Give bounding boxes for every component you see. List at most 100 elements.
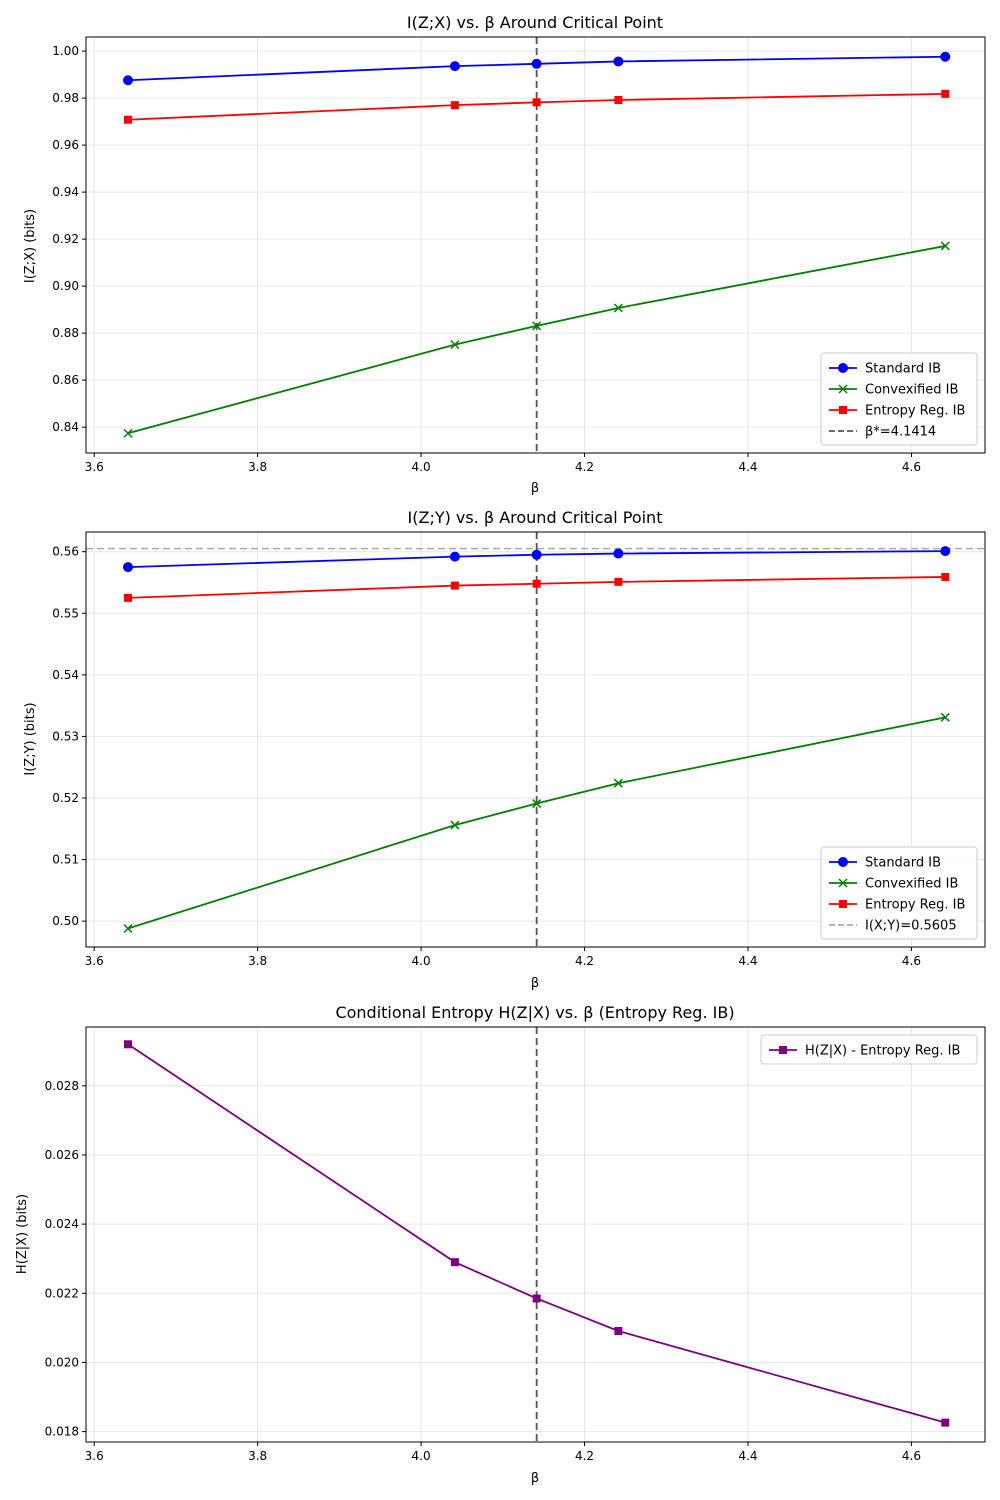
data-point	[614, 577, 623, 586]
data-point	[531, 549, 542, 560]
y-tick-label: 0.026	[45, 1148, 79, 1162]
y-tick-label: 0.54	[52, 668, 79, 682]
x-tick-label: 3.8	[248, 1449, 267, 1463]
y-tick-label: 0.86	[52, 373, 79, 387]
y-tick-label: 0.024	[45, 1217, 79, 1231]
data-point	[532, 799, 542, 809]
data-point	[123, 562, 134, 573]
data-point	[449, 61, 460, 72]
chart-title: I(Z;X) vs. β Around Critical Point	[407, 13, 663, 32]
data-point	[450, 340, 460, 350]
y-tick-label: 0.028	[45, 1079, 79, 1093]
y-tick-label: 0.98	[52, 91, 79, 105]
data-point	[449, 551, 460, 562]
legend-label: I(X;Y)=0.5605	[865, 919, 957, 934]
y-tick-label: 0.84	[52, 420, 79, 434]
legend-label: Standard IB	[865, 362, 941, 377]
x-tick-label: 4.4	[738, 954, 757, 968]
y-tick-label: 0.50	[52, 914, 79, 928]
data-point	[450, 581, 459, 590]
y-tick-label: 0.90	[52, 279, 79, 293]
chart-panel-izy: I(Z;Y) vs. β Around Critical Point β I(Z…	[23, 508, 986, 991]
data-point	[613, 56, 624, 67]
data-point	[450, 101, 459, 110]
legend-box	[820, 846, 978, 940]
data-point	[613, 548, 624, 559]
data-point	[123, 75, 134, 86]
data-point	[940, 546, 951, 557]
x-tick-label: 3.6	[85, 1449, 104, 1463]
data-point	[532, 321, 542, 331]
data-point	[532, 1294, 541, 1303]
data-point	[124, 1040, 133, 1049]
x-tick-label: 4.4	[738, 1449, 757, 1463]
x-tick-label: 4.2	[575, 954, 594, 968]
legend-marker-swatch	[838, 857, 848, 867]
x-tick-label: 3.6	[85, 954, 104, 968]
legend-label: Entropy Reg. IB	[865, 404, 965, 419]
y-tick-label: 0.52	[52, 791, 79, 805]
data-point	[941, 89, 950, 98]
x-tick-label: 4.2	[575, 460, 594, 474]
chart-panel-izx: I(Z;X) vs. β Around Critical Point β I(Z…	[23, 13, 986, 496]
legend-label: Entropy Reg. IB	[865, 898, 965, 913]
x-axis-label: β	[531, 481, 539, 496]
plot-frame	[85, 1026, 986, 1443]
data-point	[450, 1258, 459, 1267]
data-point	[940, 712, 950, 722]
legend-label: Convexified IB	[865, 877, 958, 892]
y-tick-label: 0.56	[52, 545, 79, 559]
data-point	[940, 51, 951, 62]
legend-label: Standard IB	[865, 856, 941, 871]
x-tick-label: 3.8	[248, 954, 267, 968]
y-axis-label: I(Z;X) (bits)	[23, 209, 38, 283]
legend-box	[760, 1034, 978, 1065]
y-tick-label: 0.018	[45, 1425, 79, 1439]
y-tick-label: 0.88	[52, 326, 79, 340]
legend-box	[820, 352, 978, 446]
data-point-stroke-b	[613, 778, 623, 788]
y-tick-label: 0.51	[52, 853, 79, 867]
data-point-stroke-b	[613, 303, 623, 313]
data-point	[124, 115, 133, 124]
legend: Standard IB Convexified IB Entropy Reg. IB…	[820, 352, 978, 446]
x-axis-label: β	[531, 1471, 539, 1486]
chart-title: Conditional Entropy H(Z|X) vs. β (Entrop…	[335, 1003, 734, 1022]
x-tick-label: 3.8	[248, 460, 267, 474]
data-point	[614, 1326, 623, 1335]
data-point	[613, 778, 623, 788]
data-point	[940, 241, 950, 251]
y-tick-label: 0.020	[45, 1355, 79, 1369]
plot-frame	[85, 36, 986, 454]
legend-marker-swatch-stroke-b	[838, 878, 848, 888]
chart-title: I(Z;Y) vs. β Around Critical Point	[408, 508, 663, 527]
plot-frame	[85, 531, 986, 948]
x-tick-label: 4.6	[902, 954, 921, 968]
data-point-stroke-b	[450, 820, 460, 830]
chart-panel-hzx: Conditional Entropy H(Z|X) vs. β (Entrop…	[15, 1003, 986, 1486]
data-point-stroke-b	[123, 923, 133, 934]
legend-label: β*=4.1414	[865, 425, 936, 440]
data-point	[124, 593, 133, 602]
y-axis-label: I(Z;Y) (bits)	[23, 702, 38, 775]
x-tick-label: 4.0	[412, 1449, 431, 1463]
x-tick-label: 4.6	[902, 460, 921, 474]
x-axis-label: β	[531, 976, 539, 991]
y-tick-label: 0.55	[52, 606, 79, 620]
legend-label: Convexified IB	[865, 383, 958, 398]
y-tick-label: 0.53	[52, 729, 79, 743]
data-point	[941, 572, 950, 581]
legend-marker-swatch	[779, 1046, 787, 1054]
data-point	[532, 579, 541, 588]
data-point	[614, 95, 623, 104]
legend-marker-swatch	[839, 900, 847, 908]
y-tick-label: 0.96	[52, 138, 79, 152]
legend-marker-swatch-stroke-b	[838, 384, 848, 394]
data-point	[123, 428, 133, 438]
y-tick-label: 0.94	[52, 185, 79, 199]
data-point	[613, 303, 623, 313]
y-axis-label: H(Z|X) (bits)	[15, 1194, 30, 1274]
legend-marker-swatch	[839, 406, 847, 414]
legend-marker-swatch	[838, 384, 848, 394]
